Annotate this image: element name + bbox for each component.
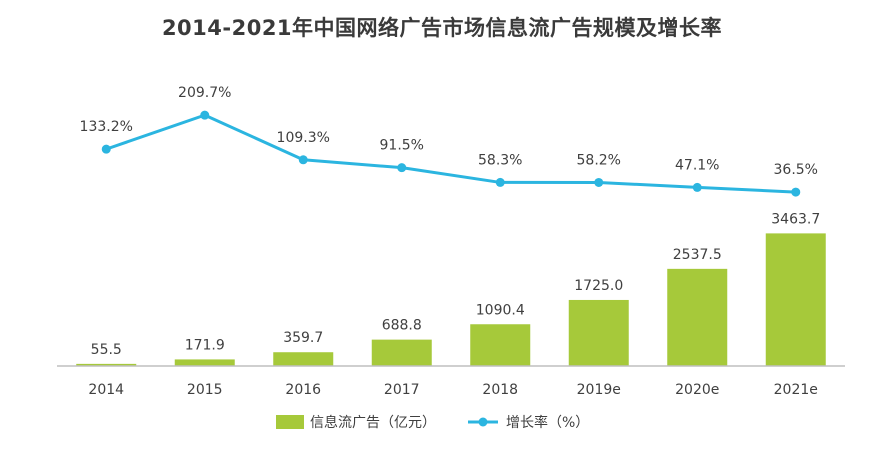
x-tick-2015: 2015 (187, 382, 223, 398)
bar-label-2017: 688.8 (382, 318, 422, 334)
growth-line (105, 113, 796, 194)
line-point-2020e (692, 182, 702, 192)
bar-label-2021e: 3463.7 (771, 211, 820, 227)
legend-bar-label: 信息流广告（亿元） (310, 414, 436, 431)
x-tick-2017: 2017 (384, 382, 420, 398)
line-point-2017 (397, 163, 407, 173)
line-label-2016: 109.3% (277, 130, 330, 146)
line-value-labels: 133.2% 209.7% 109.3% 91.5% 58.3% 58.2% 47.1% 36… (80, 85, 818, 178)
x-tick-2021e: 2021e (774, 382, 818, 398)
bar-2015 (174, 359, 235, 366)
bar-series (76, 233, 826, 366)
x-tick-2018: 2018 (482, 382, 518, 398)
bar-2021e (765, 233, 826, 366)
line-point-2014 (101, 144, 111, 154)
bar-label-2015: 171.9 (185, 337, 225, 353)
line-point-2021e (791, 187, 801, 197)
bar-value-labels: 55.5 171.9 359.7 688.8 1090.4 1725.0 2537.5 346… (91, 211, 821, 357)
chart-title: 2014-2021年中国网络广告市场信息流广告规模及增长率 (161, 16, 723, 40)
line-point-2018 (495, 177, 505, 187)
bar-2016 (273, 352, 334, 366)
bar-label-2020e: 2537.5 (673, 247, 722, 263)
x-tick-labels: 2014 2015 2016 2017 2018 2019e 2020e 2021e (88, 382, 817, 398)
line-label-2020e: 47.1% (675, 157, 719, 173)
bar-2018 (470, 324, 531, 366)
x-tick-2020e: 2020e (675, 382, 719, 398)
bar-2020e (667, 268, 728, 366)
bar-2017 (371, 339, 432, 366)
bar-label-2018: 1090.4 (476, 302, 525, 318)
line-label-2015: 209.7% (178, 85, 231, 101)
legend-bar-swatch (276, 415, 304, 429)
line-point-2015 (200, 110, 210, 120)
x-tick-2016: 2016 (285, 382, 321, 398)
x-tick-2019e: 2019e (577, 382, 621, 398)
legend: 信息流广告（亿元） 增长率（%） (276, 414, 589, 431)
line-point-2016 (298, 155, 308, 165)
line-point-2019e (594, 177, 604, 187)
line-label-2019e: 58.2% (577, 152, 621, 168)
bar-label-2016: 359.7 (283, 330, 323, 346)
line-label-2014: 133.2% (80, 119, 133, 135)
bar-2019e (568, 299, 629, 366)
line-series (101, 110, 801, 197)
legend-line-label: 增长率（%） (506, 414, 589, 431)
line-label-2018: 58.3% (478, 152, 522, 168)
line-label-2017: 91.5% (380, 138, 424, 154)
bar-label-2019e: 1725.0 (574, 278, 623, 294)
x-tick-2014: 2014 (88, 382, 124, 398)
line-label-2021e: 36.5% (774, 162, 818, 178)
legend-line-marker (478, 417, 488, 427)
bar-label-2014: 55.5 (91, 342, 122, 358)
bar-2014 (76, 363, 137, 366)
